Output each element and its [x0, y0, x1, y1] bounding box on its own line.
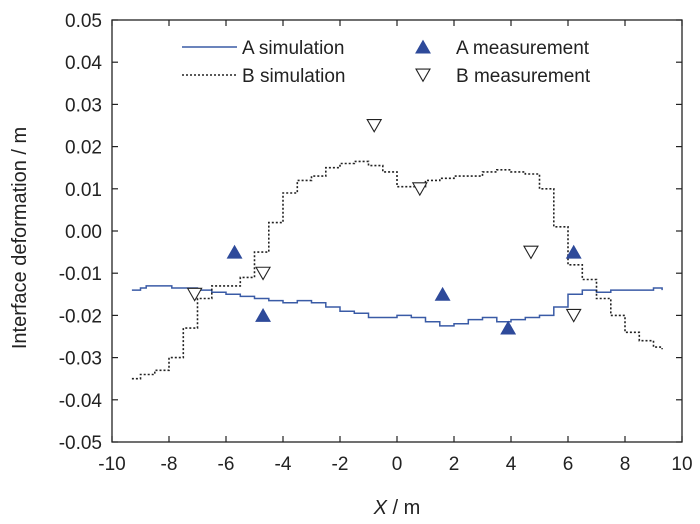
- x-tick-label: -10: [98, 454, 125, 475]
- x-tick-label: 6: [563, 454, 574, 475]
- legend-label: A measurement: [456, 38, 590, 59]
- legend: A simulation B simulation A measurement B m…: [182, 38, 591, 87]
- data-point: [565, 244, 582, 259]
- legend-entry: A simulation: [182, 38, 344, 59]
- data-point: [411, 182, 428, 197]
- legend-entry: B measurement: [415, 66, 591, 87]
- plot-frame: [111, 19, 683, 443]
- data-point: [565, 308, 582, 323]
- y-tick-label: 0.03: [65, 95, 102, 116]
- y-tick-label: 0.04: [65, 53, 102, 74]
- tick-marks: [111, 19, 683, 443]
- x-axis-unit: / m: [387, 497, 420, 519]
- x-tick-label: -2: [332, 454, 349, 475]
- legend-entry: B simulation: [182, 66, 346, 87]
- legend-entry: A measurement: [415, 38, 590, 59]
- series-line: [131, 160, 663, 380]
- data-point: [500, 320, 517, 335]
- series-b-simulation: [131, 160, 663, 380]
- legend-swatch: [415, 68, 431, 83]
- x-tick-label: -4: [275, 454, 292, 475]
- series-layer: [131, 119, 663, 380]
- y-tick-label: 0.01: [65, 180, 102, 201]
- y-tick-label: -0.01: [59, 264, 102, 285]
- series-a-measurement: [226, 244, 582, 335]
- y-tick-label: -0.04: [59, 391, 103, 412]
- x-axis-title: X / m: [373, 497, 421, 519]
- x-tick-label: 4: [506, 454, 517, 475]
- data-point: [186, 287, 203, 302]
- legend-label: A simulation: [242, 38, 344, 59]
- legend-label: B measurement: [456, 66, 591, 87]
- axes: [111, 19, 683, 443]
- x-tick-label: -6: [218, 454, 235, 475]
- y-tick-label: 0.02: [65, 138, 102, 159]
- data-point: [523, 245, 539, 260]
- x-tick-label: 10: [671, 454, 692, 475]
- y-tick-label: -0.05: [59, 433, 102, 454]
- data-point: [255, 266, 271, 281]
- series-a-simulation: [131, 285, 663, 327]
- tick-labels: -10 -8 -6 -4 -2 0 2 4 6 8 10 -0.05 -0.04 -0.03 -0.02 -0…: [59, 11, 693, 475]
- data-point: [255, 307, 271, 322]
- y-tick-label: 0.00: [65, 222, 102, 243]
- x-axis-variable: X: [373, 497, 388, 519]
- x-tick-label: 8: [620, 454, 631, 475]
- series-b-measurement: [186, 119, 582, 323]
- x-tick-label: 0: [392, 454, 403, 475]
- data-point: [366, 119, 383, 133]
- y-tick-label: -0.03: [59, 349, 102, 370]
- x-tick-label: 2: [449, 454, 460, 475]
- data-point: [226, 244, 243, 259]
- data-point: [434, 286, 451, 301]
- legend-label: B simulation: [242, 66, 346, 87]
- legend-swatch: [415, 39, 431, 54]
- series-line: [131, 285, 663, 327]
- x-tick-label: -8: [161, 454, 178, 475]
- y-axis-title: Interface deformation / m: [9, 127, 31, 349]
- y-tick-label: 0.05: [65, 11, 102, 32]
- y-tick-label: -0.02: [59, 306, 102, 327]
